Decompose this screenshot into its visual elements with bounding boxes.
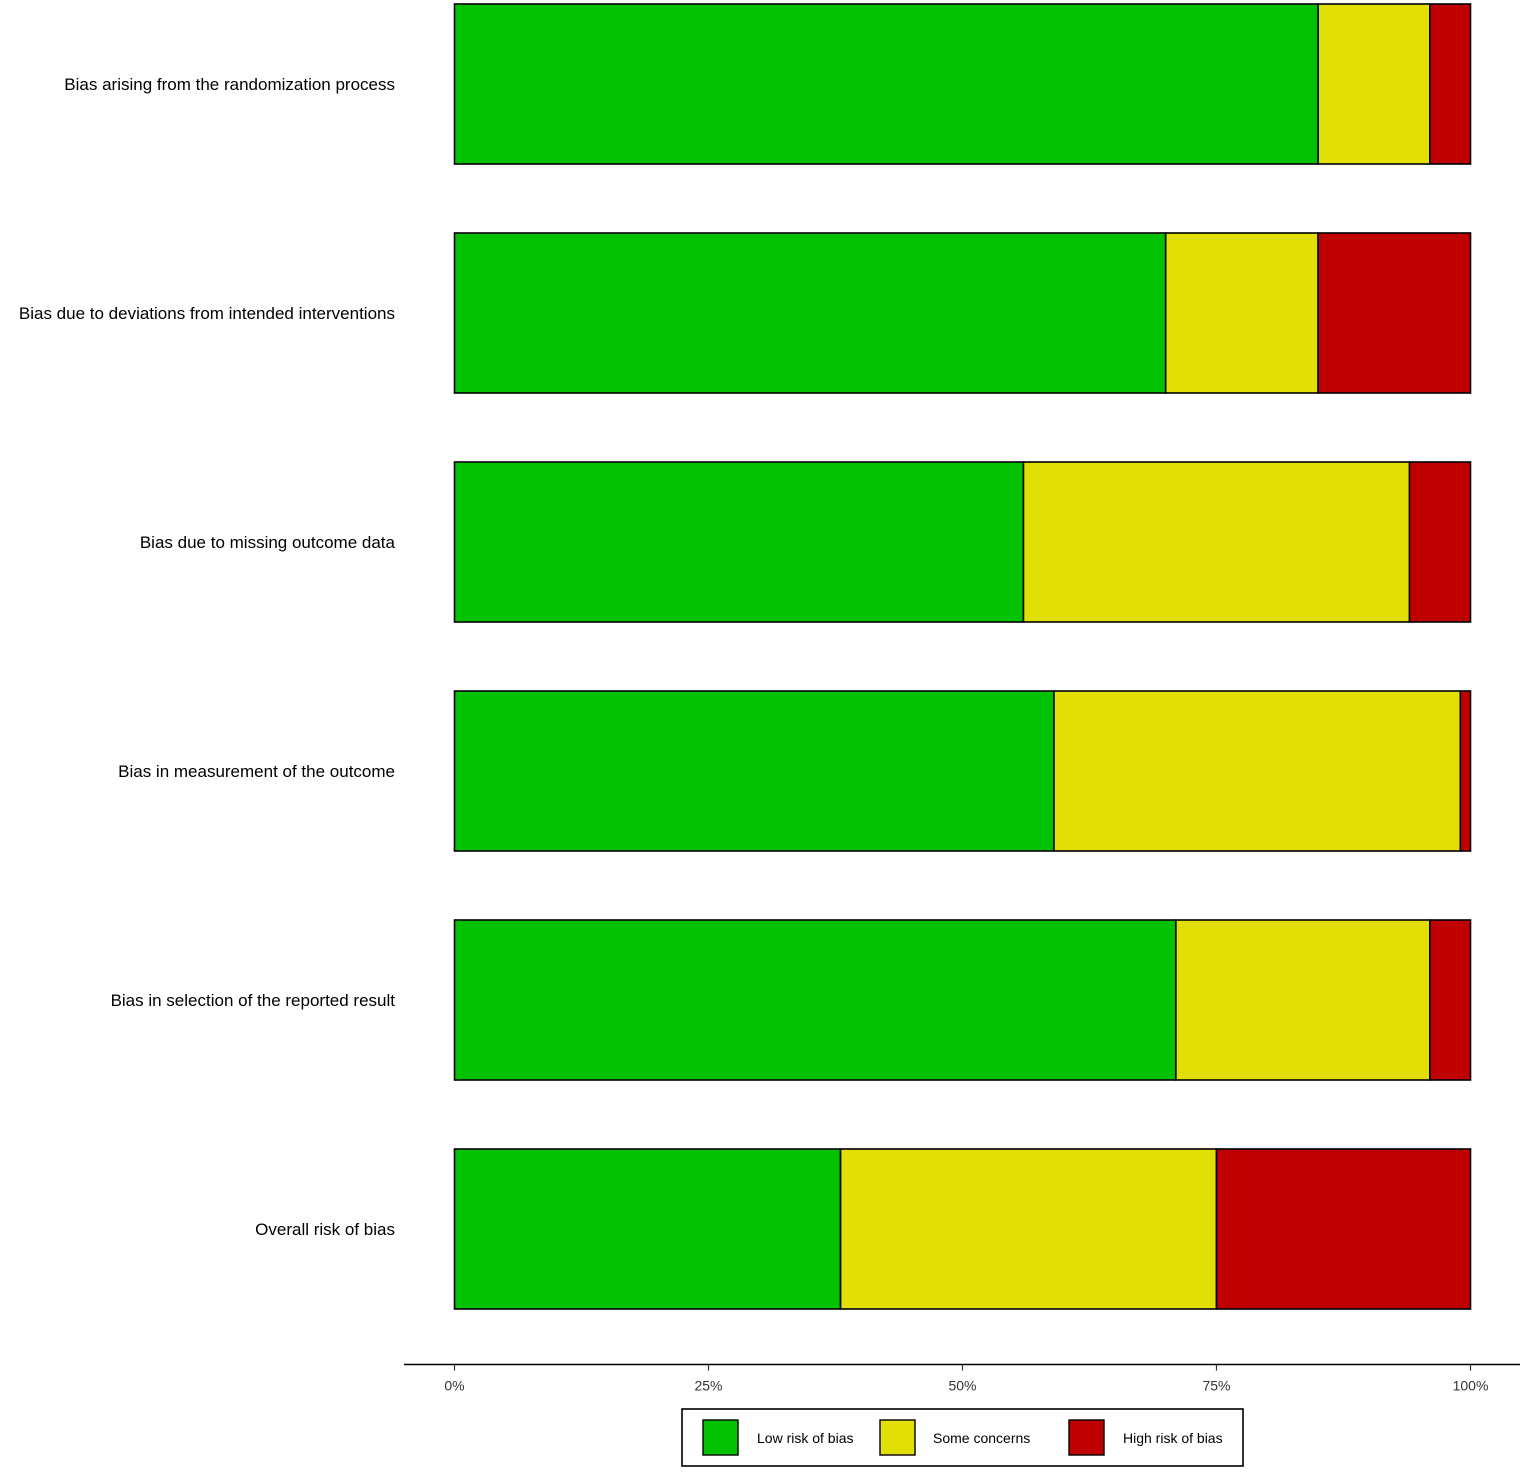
bar-segment-2-2	[1164, 232, 1319, 394]
legend-label-3: High risk of bias	[1123, 1430, 1223, 1446]
bar-segment-2-1	[453, 232, 1167, 394]
x-tick-label-5: 100%	[1453, 1378, 1489, 1394]
legend-key-3	[1068, 1419, 1105, 1456]
bar-segment-5-2	[1175, 919, 1431, 1081]
bar-segment-1-3	[1429, 3, 1472, 165]
bar-segment-6-2	[839, 1148, 1218, 1310]
x-tick-label-3: 50%	[948, 1378, 976, 1394]
bar-segment-6-1	[453, 1148, 842, 1310]
category-label-2: Bias due to deviations from intended int…	[19, 304, 395, 323]
category-label-3: Bias due to missing outcome data	[140, 533, 396, 552]
category-label-1: Bias arising from the randomization proc…	[64, 75, 395, 94]
bar-segment-4-2	[1053, 690, 1462, 852]
x-tick-label-1: 0%	[444, 1378, 464, 1394]
x-tick-label-4: 75%	[1202, 1378, 1230, 1394]
bar-segment-3-2	[1022, 461, 1411, 623]
category-labels: Bias arising from the randomization proc…	[19, 75, 396, 1239]
bar-segment-3-3	[1408, 461, 1472, 623]
category-label-5: Bias in selection of the reported result	[111, 991, 396, 1010]
legend: Low risk of bias Some concerns High risk o…	[681, 1408, 1244, 1467]
legend-label-1: Low risk of bias	[757, 1430, 853, 1446]
legend-box	[681, 1408, 1244, 1467]
bar-segment-2-3	[1317, 232, 1472, 394]
bar-segment-5-1	[453, 919, 1177, 1081]
bar-segment-6-3	[1215, 1148, 1472, 1310]
x-tick-label-2: 25%	[694, 1378, 722, 1394]
bar-segment-5-3	[1429, 919, 1472, 1081]
bar-segment-4-1	[453, 690, 1055, 852]
bar-segment-1-2	[1317, 3, 1431, 165]
bar-segment-3-1	[453, 461, 1025, 623]
bar-segment-1-1	[453, 3, 1319, 165]
legend-key-2	[879, 1419, 916, 1456]
category-label-4: Bias in measurement of the outcome	[118, 762, 395, 781]
legend-key-1	[702, 1419, 739, 1456]
bars-layer	[453, 3, 1472, 1310]
category-label-6: Overall risk of bias	[255, 1220, 395, 1239]
legend-label-2: Some concerns	[933, 1430, 1030, 1446]
x-axis: 0% 25% 50% 75% 100%	[404, 1363, 1520, 1394]
bar-segment-4-3	[1459, 690, 1472, 852]
